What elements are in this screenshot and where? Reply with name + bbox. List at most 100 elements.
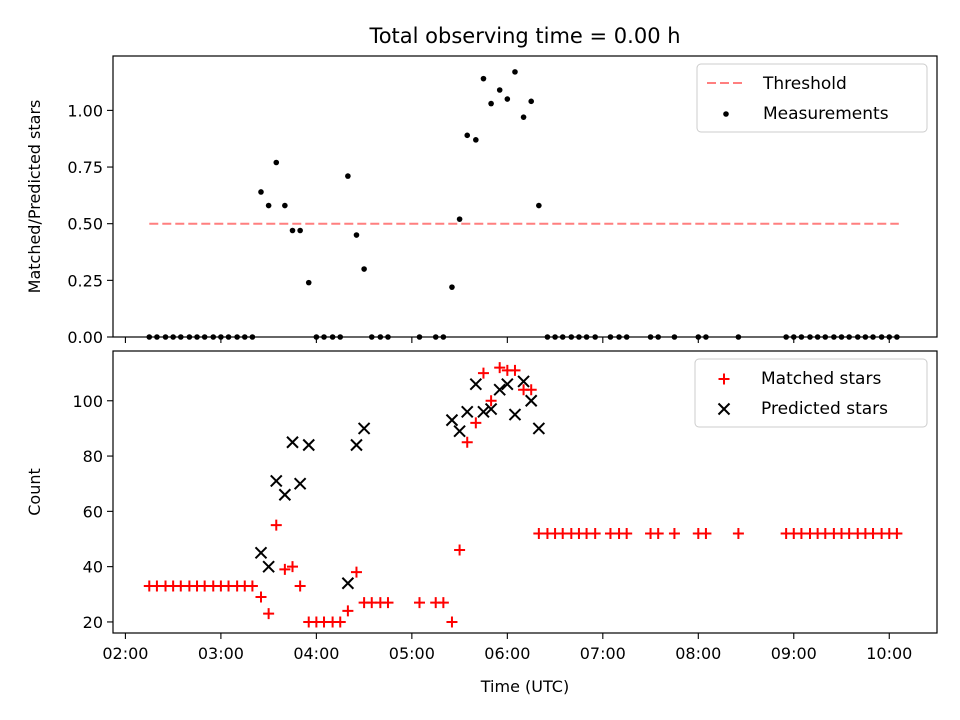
predicted-star-point (445, 413, 459, 427)
predicted-star-point (262, 560, 275, 573)
measurement-point (297, 227, 303, 234)
measurement-point (449, 284, 455, 290)
measurement-point (282, 202, 288, 209)
predicted-star-point (717, 402, 731, 416)
matched-star-point (446, 616, 458, 628)
y-axis-label: Count (25, 468, 44, 516)
predicted-star-point (278, 488, 292, 501)
y-axis-label: Matched/Predicted stars (25, 100, 44, 294)
matched-star-point (485, 395, 497, 407)
matched-star-point (718, 373, 730, 385)
measurement-point (464, 132, 471, 139)
x-tick-label: 06:00 (484, 644, 530, 663)
predicted-star-point (469, 377, 483, 391)
predicted-star-point (524, 394, 538, 407)
y-tick-label: 0.00 (67, 328, 103, 347)
matched-star-point (342, 605, 354, 617)
matched-star-point (246, 580, 258, 592)
measurement-point (488, 100, 494, 107)
measurement-point (456, 216, 463, 222)
y-tick-label: 40 (83, 558, 103, 577)
y-tick-label: 20 (83, 613, 103, 632)
measurement-point (528, 98, 535, 105)
matched-star-point (279, 563, 291, 575)
legend-box (696, 63, 928, 133)
predicted-star-point (302, 438, 315, 452)
y-tick-label: 1.00 (67, 101, 103, 120)
measurement-point (305, 279, 312, 286)
legend-box (694, 358, 928, 428)
matched-star-point (413, 597, 425, 609)
x-tick-label: 05:00 (389, 644, 435, 663)
legend-label: Predicted stars (761, 399, 888, 419)
matched-star-point (294, 580, 306, 592)
x-tick-label: 07:00 (580, 644, 626, 663)
measurement-point (273, 159, 280, 166)
x-tick-label: 02:00 (102, 644, 148, 663)
measurement-point (265, 202, 272, 209)
matched-star-point (334, 616, 346, 628)
matched-star-point (454, 544, 466, 556)
predicted-star-point (493, 383, 506, 396)
matched-star-point (263, 608, 275, 620)
plot-frame (112, 55, 938, 338)
measurement-point (361, 266, 367, 272)
y-tick-label: 0.25 (67, 271, 103, 290)
matched-star-point (461, 436, 473, 448)
predicted-star-point (357, 422, 371, 435)
measurement-point (504, 96, 511, 102)
predicted-star-point (286, 436, 299, 449)
matched-star-point (437, 597, 449, 609)
x-tick-label: 09:00 (771, 644, 817, 663)
measurement-point (289, 227, 296, 234)
x-tick-label: 03:00 (198, 644, 244, 663)
y-tick-label: 0.75 (67, 158, 103, 177)
predicted-star-point (350, 438, 363, 452)
matched-star-point (270, 519, 282, 531)
predicted-star-point (501, 377, 514, 391)
x-tick-label: 08:00 (675, 644, 721, 663)
measurement-point (512, 69, 518, 75)
matched-star-point (525, 384, 537, 396)
matched-star-point (350, 566, 362, 578)
y-tick-label: 80 (83, 447, 103, 466)
measurement-point (536, 202, 542, 209)
measurement-point (345, 173, 351, 179)
matched-star-point (621, 527, 633, 539)
matched-star-point (477, 367, 489, 379)
bottom-panel-count: 02:00 03:00 04:00 05:00 06:00 07:00 08:00 09:00… (25, 350, 938, 663)
predicted-star-point (453, 424, 466, 438)
y-tick-label: 60 (83, 502, 103, 521)
x-axis-label: Time (UTC) (480, 677, 569, 696)
predicted-star-point (484, 402, 498, 416)
legend-label: Measurements (763, 104, 889, 124)
predicted-star-point (270, 474, 283, 488)
plot-frame (112, 350, 938, 634)
y-tick-label: 100 (72, 392, 103, 411)
matched-star-point (668, 527, 680, 539)
legend-label: Matched stars (761, 369, 881, 389)
predicted-star-point (254, 546, 268, 560)
measurement-point (723, 111, 729, 117)
measurement-point (258, 189, 264, 195)
matched-star-point (287, 561, 299, 573)
measurement-point (473, 137, 479, 143)
top-panel-ratio: 0.00 0.25 0.50 0.75 1.00 Matched/Predicted st… (25, 55, 938, 347)
measurement-point (480, 75, 487, 82)
measurement-point (353, 232, 360, 238)
predicted-star-point (293, 477, 307, 490)
matched-star-point (732, 527, 744, 539)
predicted-star-point (508, 408, 522, 421)
matched-star-point (494, 362, 506, 374)
matched-star-point (255, 591, 267, 603)
matched-star-point (891, 527, 903, 539)
legend-label: Threshold (762, 74, 847, 94)
predicted-star-point (461, 405, 474, 419)
y-tick-label: 0.50 (67, 215, 103, 234)
matched-star-point (470, 417, 482, 429)
matched-star-point (589, 527, 601, 539)
x-tick-label: 10:00 (866, 644, 912, 663)
predicted-star-point (517, 375, 530, 388)
x-tick-label: 04:00 (293, 644, 339, 663)
